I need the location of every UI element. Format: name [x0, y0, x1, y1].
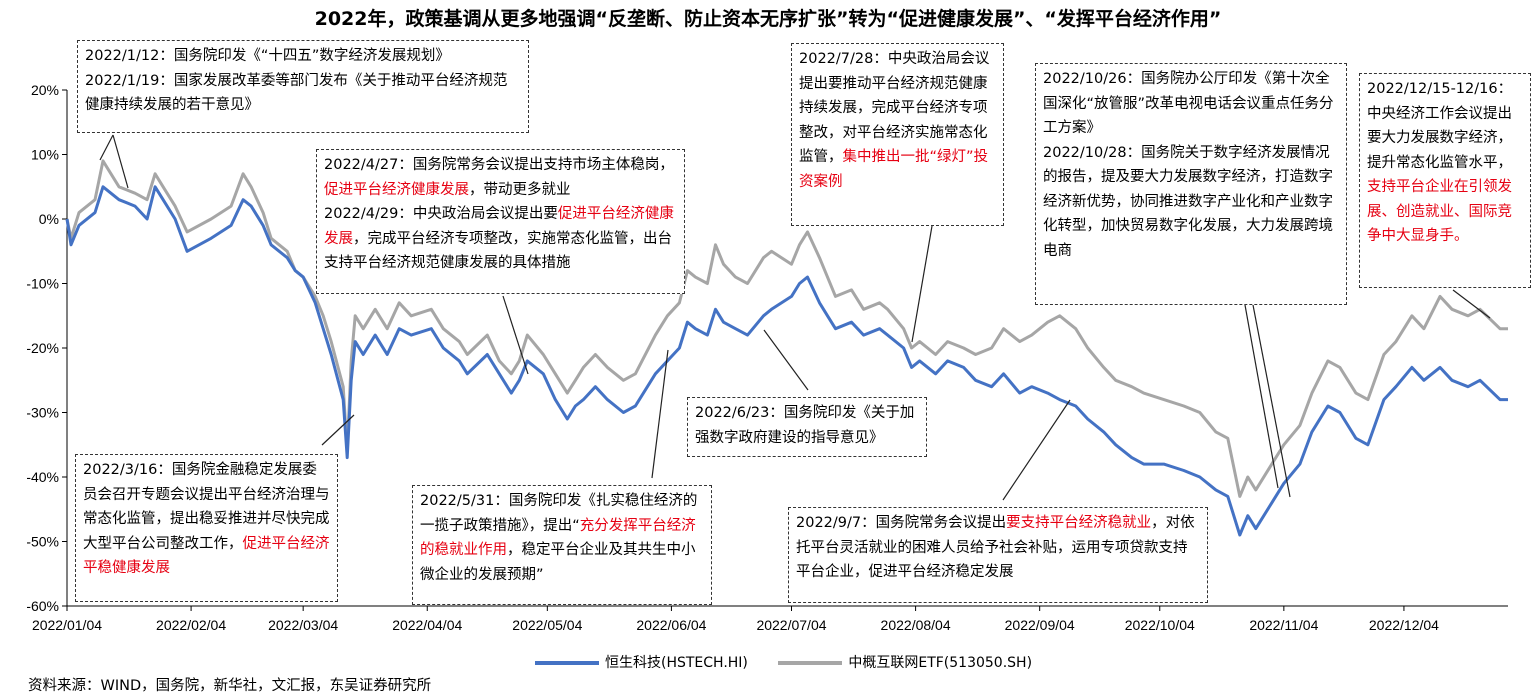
annotation-text: 2022/3/16：国务院金融稳定发展委员会召开专题会议提出平台经济治理与常态化…: [83, 462, 330, 552]
y-tick-label: -20%: [26, 340, 59, 356]
legend-item-etf: 中概互联网ETF(513050.SH): [778, 652, 1032, 672]
leader-line: [763, 329, 809, 391]
annotation-highlight: 充分发挥平台经济的稳就业作用: [420, 517, 696, 559]
annotation-highlight: 促进平台经济健康发展: [324, 206, 674, 247]
y-tick-label: 20%: [31, 82, 59, 98]
y-tick-label: -50%: [26, 534, 59, 550]
legend-label: 恒生科技(HSTECH.HI): [605, 655, 748, 671]
chart-title: 2022年，政策基调从更多地强调“反垄断、防止资本无序扩张”转为“促进健康发展”…: [314, 8, 1222, 30]
leader-line: [1244, 304, 1279, 489]
source-note: 资料来源：WIND，国务院，新华社，文汇报，东吴证券研究所: [28, 678, 432, 694]
annotation-text: 2022/6/23：国务院印发《关于加强数字政府建设的指导意见》: [695, 405, 915, 446]
leader-line: [651, 349, 669, 479]
x-tick-label: 2022/04/04: [392, 617, 462, 633]
annotation-text: 2022/7/28：中央政治局会议提出要推动平台经济规范健康持续发展，完成平台经…: [799, 51, 990, 165]
annotation-paragraph: 2022/7/28：中央政治局会议提出要推动平台经济规范健康持续发展，完成平台经…: [799, 47, 996, 194]
annotation-box: 2022/6/23：国务院印发《关于加强数字政府建设的指导意见》: [687, 397, 927, 457]
annotation-box: 2022/1/12：国务院印发《“十四五”数字经济发展规划》 2022/1/19：…: [77, 40, 529, 133]
x-tick-label: 2022/08/04: [881, 617, 951, 633]
annotation-highlight: 要支持平台经济稳就业: [1006, 515, 1152, 531]
x-tick-label: 2022/03/04: [268, 617, 338, 633]
annotation-paragraph: 2022/9/7：国务院常务会议提出要支持平台经济稳就业，对依托平台灵活就业的困…: [796, 511, 1200, 585]
annotation-text: ，对依托平台灵活就业的困难人员给予社会补贴，运用专项贷款支持平台企业，促进平台经…: [796, 515, 1195, 580]
y-tick-label: 10%: [31, 147, 59, 163]
annotation-highlight: 促进平台经济平稳健康发展: [83, 535, 330, 577]
annotation-paragraph: 2022/3/16：国务院金融稳定发展委员会召开专题会议提出平台经济治理与常态化…: [83, 458, 330, 581]
y-tick-label: -10%: [26, 276, 59, 292]
annotation-paragraph: 2022/1/19：国家发展改革委等部门发布《关于推动平台经济规范健康持续发展的…: [85, 69, 521, 118]
annotation-paragraph: 2022/12/15-12/16：中央经济工作会议提出要大力发展数字经济，提升常…: [1367, 77, 1523, 249]
annotation-box: 2022/5/31：国务院印发《扎实稳住经济的一揽子政策措施》，提出“充分发挥平…: [412, 485, 712, 605]
annotation-highlight: 支持平台企业在引领发展、创造就业、国际竞争中大显身手。: [1367, 179, 1512, 244]
annotation-box: 2022/9/7：国务院常务会议提出要支持平台经济稳就业，对依托平台灵活就业的困…: [788, 507, 1208, 603]
annotation-highlight: 促进平台经济健康发展: [324, 181, 469, 198]
annotation-text: ，稳定平台企业及其共生中小微企业的发展预期”: [420, 542, 696, 583]
leader-line: [911, 225, 933, 343]
legend-label: 中概互联网ETF(513050.SH): [848, 655, 1033, 671]
leader-line: [502, 295, 529, 375]
annotation-text: 2022/5/31：国务院印发《扎实稳住经济的一揽子政策措施》，提出“: [420, 493, 698, 534]
annotation-paragraph: 2022/5/31：国务院印发《扎实稳住经济的一揽子政策措施》，提出“充分发挥平…: [420, 489, 704, 587]
x-tick-label: 2022/09/04: [1005, 617, 1075, 633]
leader-line: [1452, 289, 1491, 319]
annotation-paragraph: 2022/4/29：中央政治局会议提出要促进平台经济健康发展，完成平台经济专项整…: [324, 202, 677, 276]
annotation-paragraph: 2022/6/23：国务院印发《关于加强数字政府建设的指导意见》: [695, 401, 919, 450]
legend-swatch: [778, 661, 843, 665]
legend-swatch: [535, 661, 599, 665]
annotation-text: 2022/9/7：国务院常务会议提出: [796, 515, 1007, 531]
annotation-text: 2022/4/27：国务院常务会议提出支持市场主体稳岗，: [324, 157, 674, 173]
leader-line: [1002, 399, 1071, 501]
annotation-text: 2022/12/15-12/16：中央经济工作会议提出要大力发展数字经济，提升常…: [1367, 81, 1513, 171]
annotation-box: 2022/10/26：国务院办公厅印发《第十次全国深化“放管服”改革电视电话会议…: [1035, 63, 1347, 305]
x-tick-label: 2022/07/04: [756, 617, 826, 633]
annotation-paragraph: 2022/10/26：国务院办公厅印发《第十次全国深化“放管服”改革电视电话会议…: [1043, 67, 1339, 141]
series-line-hstech: [65, 185, 1508, 537]
x-tick-label: 2022/12/04: [1369, 617, 1439, 633]
annotation-text: ，完成平台经济专项整改，实施常态化监管，出台支持平台经济规范健康发展的具体措施: [324, 230, 672, 272]
annotation-text: 2022/1/19：国家发展改革委等部门发布《关于推动平台经济规范健康持续发展的…: [85, 72, 508, 114]
annotation-paragraph: 2022/10/28：国务院关于数字经济发展情况的报告，提及要大力发展数字经济，…: [1043, 141, 1339, 264]
annotation-text: 2022/10/28：国务院关于数字经济发展情况的报告，提及要大力发展数字经济，…: [1043, 144, 1333, 259]
annotation-box: 2022/3/16：国务院金融稳定发展委员会召开专题会议提出平台经济治理与常态化…: [75, 454, 338, 602]
annotation-text: 2022/10/26：国务院办公厅印发《第十次全国深化“放管服”改革电视电话会议…: [1043, 71, 1334, 136]
annotation-box: 2022/4/27：国务院常务会议提出支持市场主体稳岗，促进平台经济健康发展，带…: [316, 149, 685, 294]
y-tick-label: -30%: [26, 405, 59, 421]
annotation-text: ，带动更多就业: [469, 181, 571, 198]
x-tick-label: 2022/05/04: [512, 617, 582, 633]
x-tick-label: 2022/11/04: [1249, 617, 1318, 633]
annotation-box: 2022/7/28：中央政治局会议提出要推动平台经济规范健康持续发展，完成平台经…: [791, 43, 1004, 226]
x-tick-label: 2022/02/04: [156, 617, 226, 633]
x-tick-label: 2022/01/04: [32, 617, 102, 633]
x-tick-label: 2022/10/04: [1125, 617, 1195, 633]
leader-line: [99, 134, 114, 161]
annotation-paragraph: 2022/1/12：国务院印发《“十四五”数字经济发展规划》: [85, 44, 521, 69]
annotation-box: 2022/12/15-12/16：中央经济工作会议提出要大力发展数字经济，提升常…: [1359, 73, 1531, 288]
leader-line: [321, 414, 355, 446]
annotation-text: 2022/4/29：中央政治局会议提出要: [324, 206, 558, 222]
leader-line: [1252, 304, 1291, 498]
y-tick-label: -60%: [26, 598, 59, 614]
leader-line: [112, 134, 129, 189]
annotation-highlight: 集中推出一批“绿灯”投资案例: [799, 149, 989, 190]
annotation-text: 2022/1/12：国务院印发《“十四五”数字经济发展规划》: [85, 48, 450, 64]
legend: 恒生科技(HSTECH.HI) 中概互联网ETF(513050.SH): [535, 652, 1058, 672]
y-tick-label: 0%: [39, 211, 59, 227]
annotation-paragraph: 2022/4/27：国务院常务会议提出支持市场主体稳岗， 促进平台经济健康发展，带…: [324, 153, 677, 202]
legend-item-hstech: 恒生科技(HSTECH.HI): [535, 652, 748, 672]
x-tick-label: 2022/06/04: [636, 617, 706, 633]
y-tick-label: -40%: [26, 469, 59, 485]
